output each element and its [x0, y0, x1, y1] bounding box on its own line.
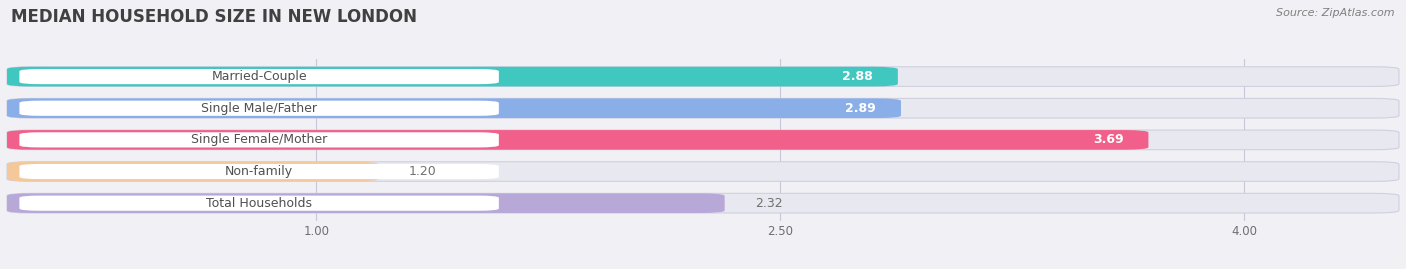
Text: 2.32: 2.32 — [755, 197, 783, 210]
FancyBboxPatch shape — [7, 193, 724, 213]
FancyBboxPatch shape — [7, 98, 901, 118]
Text: Married-Couple: Married-Couple — [211, 70, 307, 83]
FancyBboxPatch shape — [20, 101, 499, 116]
FancyBboxPatch shape — [20, 164, 499, 179]
FancyBboxPatch shape — [20, 132, 499, 147]
Text: Source: ZipAtlas.com: Source: ZipAtlas.com — [1277, 8, 1395, 18]
Text: 2.89: 2.89 — [845, 102, 876, 115]
Text: Non-family: Non-family — [225, 165, 294, 178]
FancyBboxPatch shape — [7, 98, 1399, 118]
Text: 2.88: 2.88 — [842, 70, 873, 83]
FancyBboxPatch shape — [20, 196, 499, 211]
FancyBboxPatch shape — [7, 130, 1149, 150]
FancyBboxPatch shape — [7, 130, 1399, 150]
FancyBboxPatch shape — [7, 67, 898, 86]
Text: Total Households: Total Households — [207, 197, 312, 210]
Text: MEDIAN HOUSEHOLD SIZE IN NEW LONDON: MEDIAN HOUSEHOLD SIZE IN NEW LONDON — [11, 8, 418, 26]
Text: 3.69: 3.69 — [1092, 133, 1123, 146]
FancyBboxPatch shape — [7, 162, 1399, 181]
FancyBboxPatch shape — [7, 67, 1399, 86]
Text: Single Male/Father: Single Male/Father — [201, 102, 318, 115]
FancyBboxPatch shape — [7, 193, 1399, 213]
Text: Single Female/Mother: Single Female/Mother — [191, 133, 328, 146]
FancyBboxPatch shape — [20, 69, 499, 84]
FancyBboxPatch shape — [7, 162, 378, 181]
Text: 1.20: 1.20 — [409, 165, 437, 178]
